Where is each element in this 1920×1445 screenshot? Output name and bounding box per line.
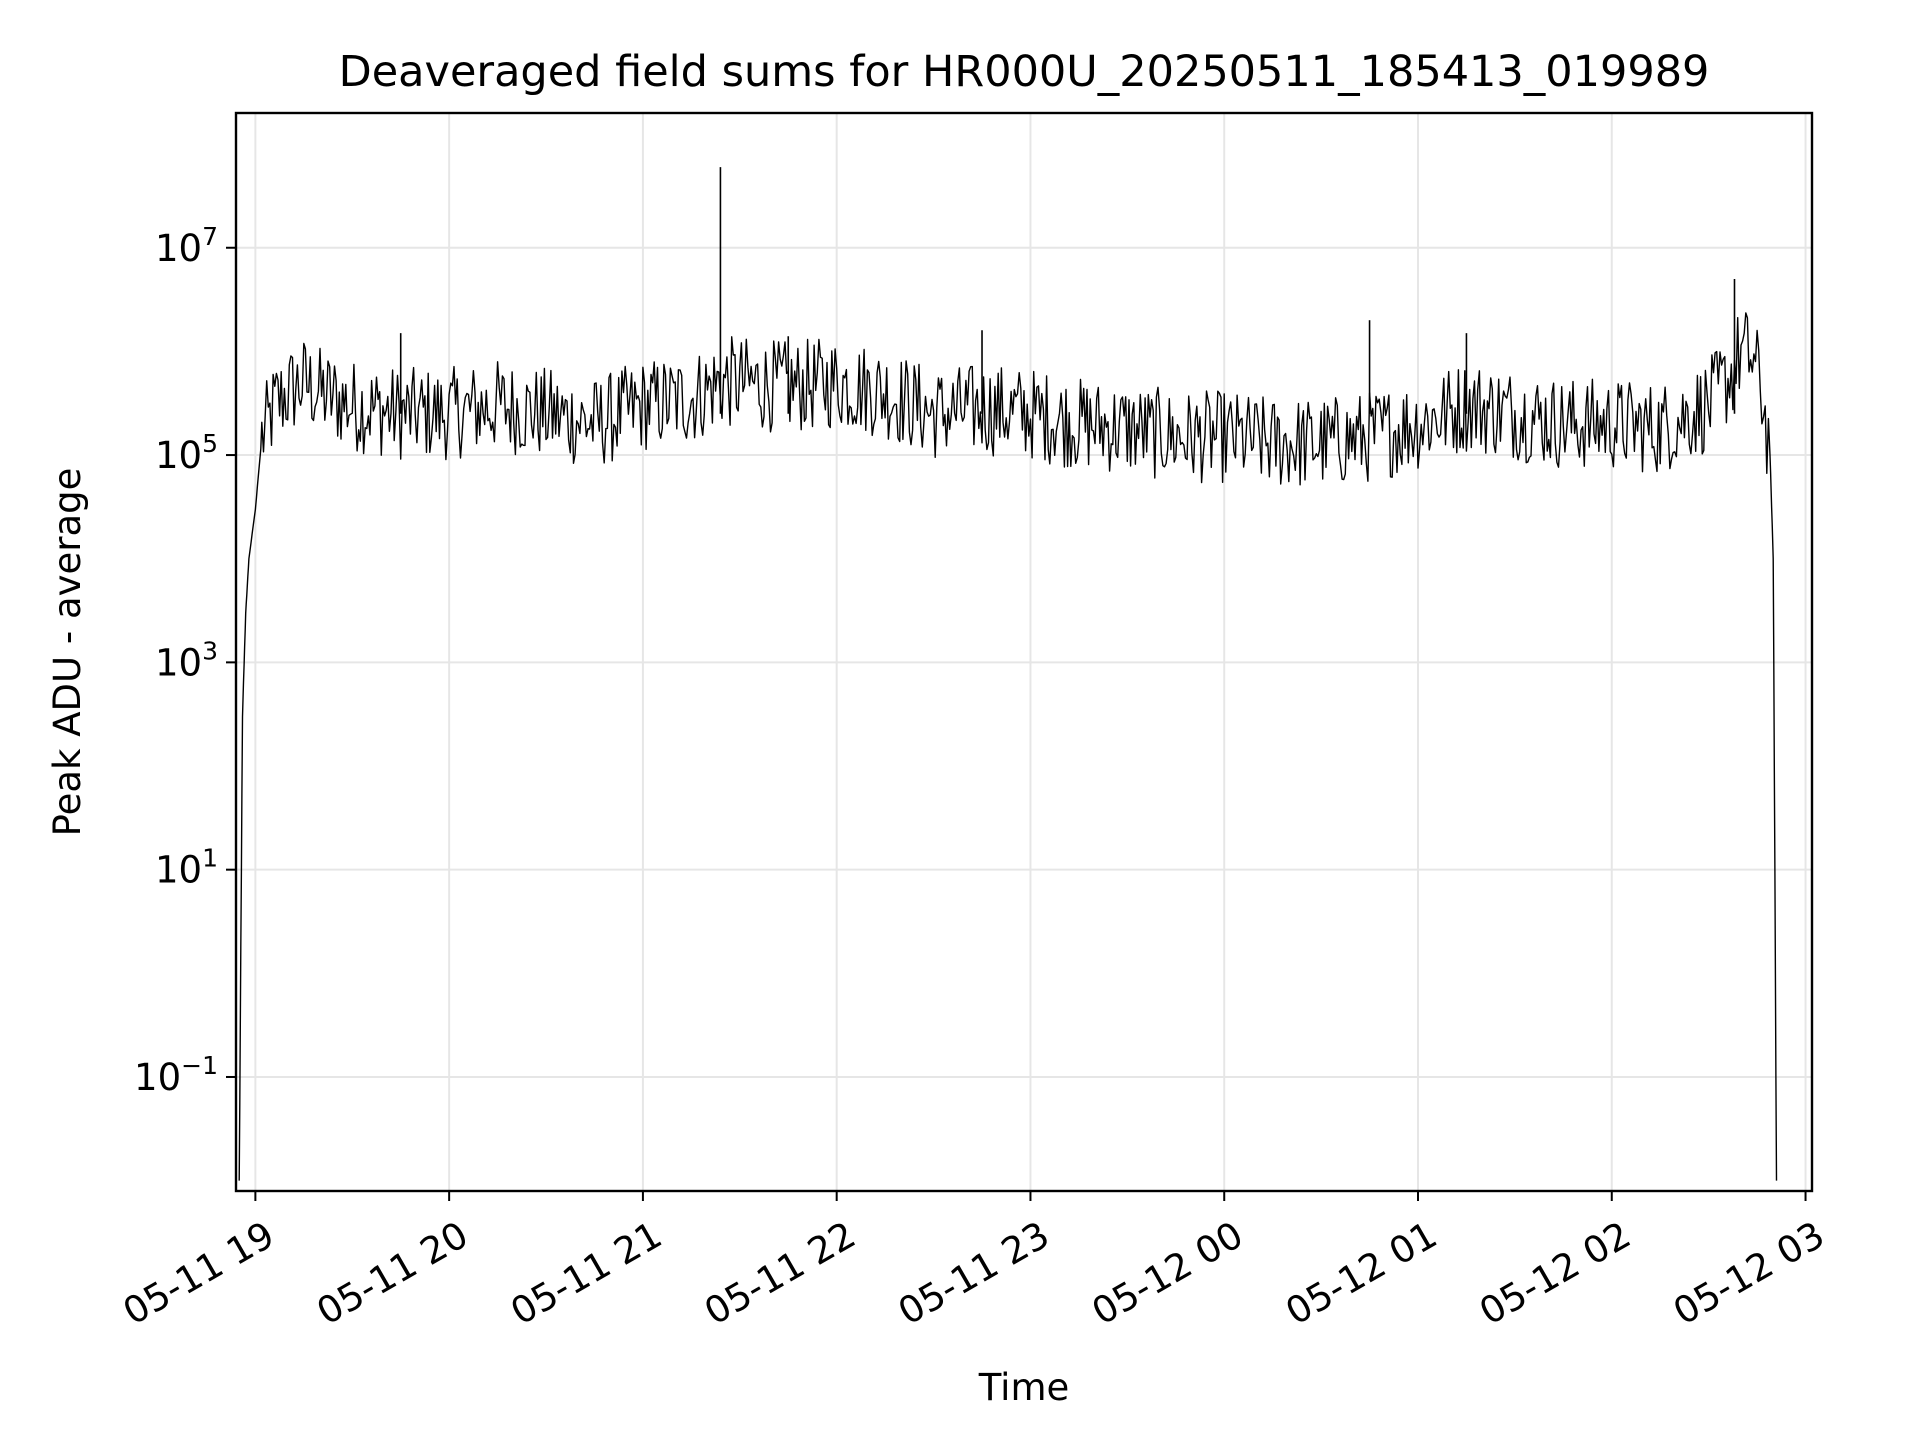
y-tick-base: 10: [155, 434, 202, 477]
y-tick-exponent: 1: [202, 844, 218, 873]
chart-title: Deaveraged field sums for HR000U_2025051…: [339, 47, 1710, 97]
y-tick-label: 10−1: [134, 1051, 218, 1099]
plot-area: [238, 167, 1778, 1181]
x-axis-label: Time: [978, 1366, 1070, 1409]
y-tick-label: 103: [155, 636, 218, 684]
y-tick-exponent: 3: [202, 636, 218, 665]
y-axis-label: Peak ADU - average: [46, 468, 89, 837]
y-tick-exponent: 7: [202, 222, 218, 251]
y-tick-exponent: 5: [202, 429, 218, 458]
series-line: [238, 312, 1778, 1181]
y-tick-base: 10: [155, 641, 202, 684]
y-tick-label: 105: [155, 429, 218, 477]
y-tick-base: 10: [134, 1056, 181, 1099]
y-tick-exponent: −1: [181, 1051, 218, 1080]
y-tick-label: 107: [155, 222, 218, 270]
grid: [236, 113, 1812, 1191]
y-tick-base: 10: [155, 227, 202, 270]
y-tick-base: 10: [155, 849, 202, 892]
axes-frame: [234, 111, 1814, 1193]
y-tick-label: 101: [155, 844, 218, 892]
